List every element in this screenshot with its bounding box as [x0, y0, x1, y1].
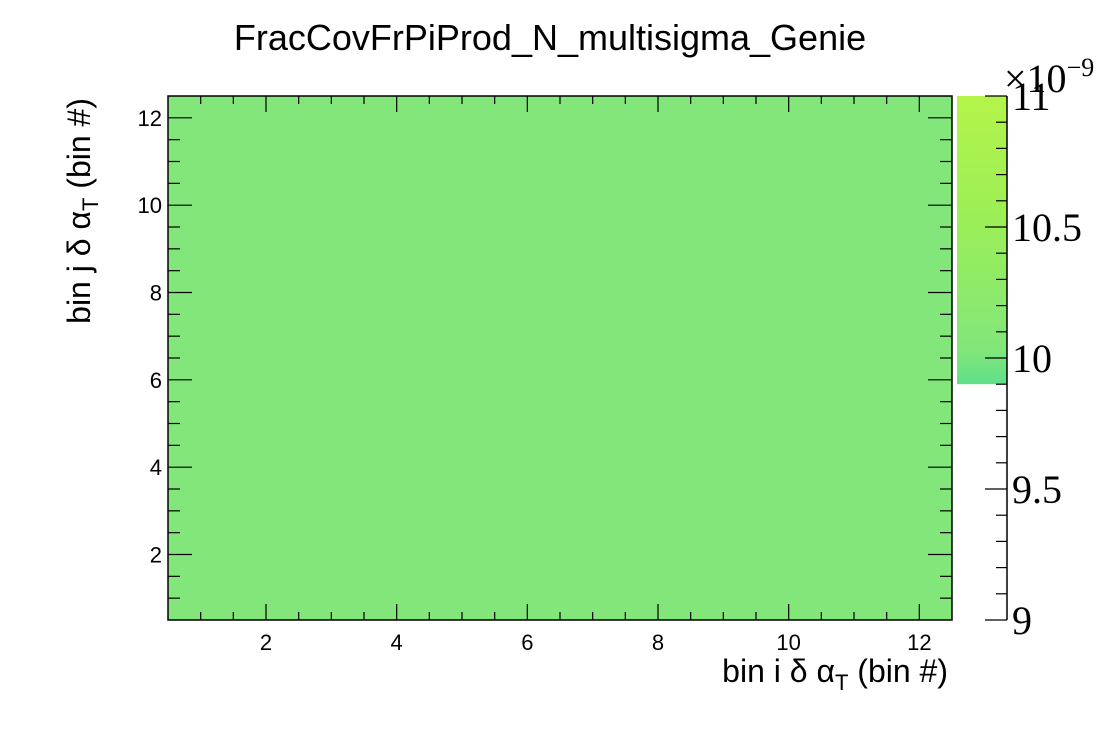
palette-fill [957, 96, 1007, 385]
x-tick-label: 10 [776, 630, 800, 655]
palette-tick-label: 10 [1012, 336, 1052, 381]
y-axis-ticks: 2 4 6 8 10 12 [138, 106, 952, 599]
y-tick-label: 8 [150, 281, 162, 306]
palette-tick-label: 9.5 [1012, 467, 1062, 512]
heatmap-cell [168, 96, 952, 620]
y-tick-label: 6 [150, 368, 162, 393]
y-axis-title: bin j δ αT (bin #) [61, 98, 103, 324]
y-tick-label: 4 [150, 455, 162, 480]
palette-tick-label: 10.5 [1012, 205, 1082, 250]
x-axis-ticks: 2 4 6 8 10 12 [200, 96, 932, 655]
color-palette: 9 9.5 10 10.5 11 ×10−9 [957, 53, 1094, 643]
palette-tick-label: 11 [1012, 74, 1051, 119]
palette-ticks: 9 9.5 10 10.5 11 [985, 74, 1082, 643]
y-tick-label: 2 [150, 543, 162, 568]
title-box [178, 6, 920, 74]
x-tick-label: 4 [391, 630, 403, 655]
x-axis-title: bin i δ αT (bin #) [722, 653, 948, 695]
x-tick-label: 8 [652, 630, 664, 655]
x-tick-label: 12 [907, 630, 931, 655]
y-tick-label: 10 [138, 193, 162, 218]
plot-area: 2 4 6 8 10 12 2 4 6 8 10 12 [138, 95, 953, 655]
x-tick-label: 2 [260, 630, 272, 655]
palette-exponent-label: ×10−9 [1004, 53, 1094, 101]
palette-tick-label: 9 [1012, 598, 1032, 643]
x-tick-label: 6 [521, 630, 533, 655]
y-tick-label: 12 [138, 106, 162, 131]
chart-title: FracCovFrPiProd_N_multisigma_Genie [234, 17, 866, 58]
